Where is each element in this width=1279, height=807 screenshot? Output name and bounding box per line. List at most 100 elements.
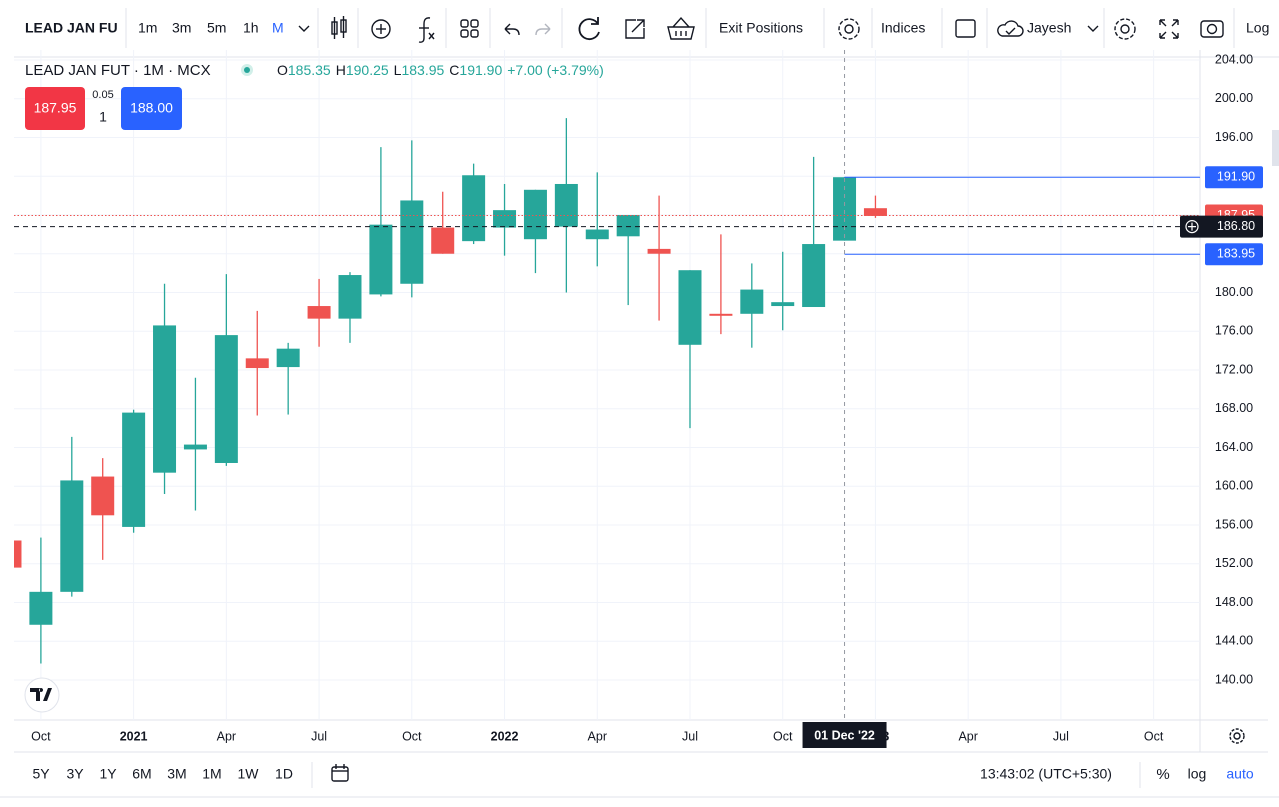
candle-body (802, 244, 826, 308)
candle-body (369, 224, 393, 295)
x-tick-label: Apr (958, 729, 977, 743)
user-button[interactable]: Jayesh (1027, 20, 1071, 36)
interval[interactable]: 1h (243, 20, 259, 36)
price-label: 183.95 (1217, 247, 1255, 261)
x-tick-label: Apr (588, 729, 607, 743)
settings-icon[interactable] (838, 18, 860, 40)
price-label-box (1205, 243, 1263, 266)
cloud-icon[interactable] (997, 20, 1024, 37)
range-button[interactable]: 1D (275, 766, 293, 782)
interval-active[interactable]: M (272, 20, 284, 36)
toolbar (14, 0, 1279, 57)
candle-body (338, 275, 362, 319)
y-tick-label: 168.00 (1215, 401, 1253, 415)
price-label: 191.90 (1217, 169, 1255, 183)
candle-body (709, 313, 733, 316)
basket-icon[interactable] (667, 16, 695, 40)
spread: 0.05 (92, 89, 113, 101)
range-button[interactable]: 1W (238, 766, 260, 782)
log-toggle[interactable]: log (1188, 766, 1207, 782)
indicators-icon[interactable] (418, 17, 435, 43)
y-tick-label: 204.00 (1215, 52, 1253, 66)
dropdown-icon[interactable] (298, 25, 310, 32)
y-tick-label: 196.00 (1215, 130, 1253, 144)
candle-body (214, 335, 238, 463)
y-tick-label: 144.00 (1215, 634, 1253, 648)
range-button[interactable]: 3M (167, 766, 186, 782)
candle-body (585, 229, 609, 240)
popout-icon[interactable] (625, 19, 645, 39)
add-order-icon (1188, 222, 1196, 231)
candle-body (122, 412, 146, 527)
range-button[interactable]: 5Y (32, 766, 50, 782)
crosshair-label: 01 Dec '22 (814, 728, 875, 742)
y-tick-label: 152.00 (1215, 556, 1253, 570)
snapshot-icon[interactable] (1200, 20, 1224, 38)
buy-price[interactable]: 188.00 (130, 100, 173, 116)
undo-icon[interactable] (504, 23, 520, 36)
range-button[interactable]: 6M (132, 766, 151, 782)
interval[interactable]: 5m (207, 20, 226, 36)
settings-icon[interactable] (1114, 18, 1136, 40)
x-tick-label: Jul (311, 729, 327, 743)
candle-body (276, 348, 300, 368)
legend-change: +7.00 (+3.79%) (507, 62, 604, 78)
price-label-box (1180, 215, 1263, 238)
redo-icon (535, 23, 551, 36)
interval[interactable]: 3m (172, 20, 191, 36)
candle-body (14, 540, 22, 568)
add-order-icon (1185, 220, 1199, 234)
candle-body (307, 306, 331, 319)
legend-title: LEAD JAN FUT · 1M · MCX (25, 62, 211, 79)
goto-date-icon[interactable] (331, 764, 349, 782)
legend-key: C (449, 62, 459, 78)
candle-body (245, 358, 269, 369)
buy-button[interactable] (121, 87, 182, 130)
interval[interactable]: 1m (138, 20, 157, 36)
crosshair-label-box (802, 722, 887, 748)
fullscreen-icon[interactable] (1159, 19, 1179, 39)
candle-body (91, 476, 115, 516)
legend-key: H (336, 62, 346, 78)
range-button[interactable]: 1Y (99, 766, 117, 782)
y-tick-label: 164.00 (1215, 440, 1253, 454)
range-button[interactable]: 1M (202, 766, 221, 782)
refresh-icon[interactable] (578, 17, 600, 41)
candle-body (400, 200, 424, 284)
candle-body (833, 177, 857, 241)
logo-badge (24, 677, 60, 713)
symbol[interactable]: LEAD JAN FU (25, 20, 118, 36)
price-label-box (1205, 166, 1263, 189)
log-button[interactable]: Log (1246, 20, 1269, 36)
candle-body (153, 325, 177, 473)
candle-body (740, 289, 764, 314)
candle-body (183, 444, 207, 450)
quantity[interactable]: 1 (99, 109, 107, 125)
axis-settings-icon[interactable] (1229, 728, 1245, 744)
percent-toggle[interactable]: % (1156, 766, 1169, 783)
dropdown-icon[interactable] (1087, 25, 1099, 32)
legend-key: L (394, 62, 402, 78)
templates-icon[interactable] (460, 19, 479, 38)
candle-body (647, 248, 671, 254)
x-tick-label: Oct (31, 729, 51, 743)
range-button[interactable]: 3Y (66, 766, 84, 782)
sell-button[interactable] (25, 87, 85, 130)
x-tick-label: 2021 (120, 729, 148, 743)
candle-body (523, 189, 547, 240)
x-tick-label: 2022 (491, 729, 519, 743)
y-tick-label: 176.00 (1215, 324, 1253, 338)
x-tick-label: Jul (1053, 729, 1069, 743)
indices-button[interactable]: Indices (881, 20, 925, 36)
overlay: 140.00 144.00 148.00 152.00 156.00 160.00 164.… (14, 50, 1263, 748)
auto-toggle[interactable]: auto (1226, 766, 1253, 782)
y-tick-label: 160.00 (1215, 479, 1253, 493)
layout-icon[interactable] (955, 19, 976, 38)
sell-price[interactable]: 187.95 (34, 100, 77, 116)
x-tick-label: Apr (217, 729, 236, 743)
exit-positions-button[interactable]: Exit Positions (719, 20, 803, 36)
compare-icon[interactable] (371, 19, 391, 39)
candles-icon[interactable] (331, 16, 347, 39)
candle-body (493, 210, 517, 228)
